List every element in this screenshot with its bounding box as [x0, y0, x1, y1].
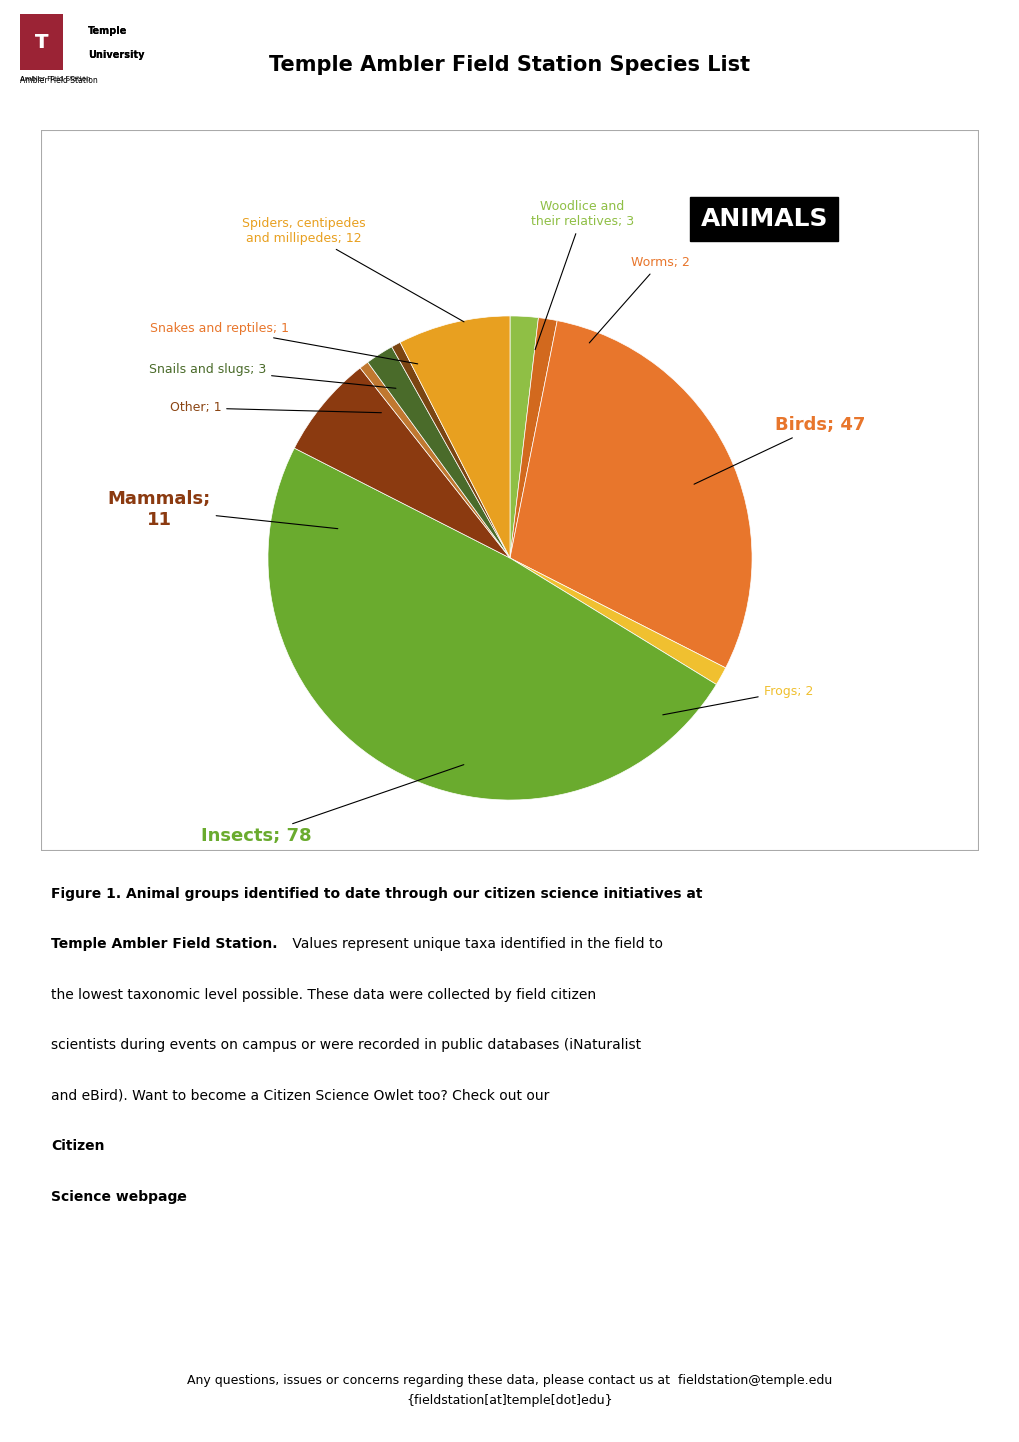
Text: Woodlice and
their relatives; 3: Woodlice and their relatives; 3 — [531, 200, 634, 349]
Text: T: T — [35, 33, 49, 52]
Text: Any questions, issues or concerns regarding these data, please contact us at  fi: Any questions, issues or concerns regard… — [187, 1374, 832, 1387]
Text: Spiders, centipedes
and millipedes; 12: Spiders, centipedes and millipedes; 12 — [243, 218, 464, 322]
Text: Other; 1: Other; 1 — [169, 401, 381, 414]
Wedge shape — [510, 317, 556, 558]
Text: Temple: Temple — [88, 26, 127, 36]
Wedge shape — [268, 448, 715, 800]
Text: T: T — [35, 33, 49, 52]
Wedge shape — [510, 316, 538, 558]
Wedge shape — [399, 316, 510, 558]
Text: Mammals;
11: Mammals; 11 — [107, 490, 337, 529]
FancyBboxPatch shape — [41, 130, 978, 851]
Text: Birds; 47: Birds; 47 — [693, 415, 864, 485]
Text: Citizen: Citizen — [51, 1139, 104, 1154]
Text: Frogs; 2: Frogs; 2 — [662, 685, 812, 715]
Text: Temple: Temple — [88, 26, 127, 36]
Wedge shape — [510, 320, 751, 668]
Text: Science webpage: Science webpage — [51, 1190, 186, 1204]
Text: scientists during events on campus or were recorded in public databases (iNatura: scientists during events on campus or we… — [51, 1038, 641, 1053]
Text: Insects; 78: Insects; 78 — [201, 764, 464, 845]
Wedge shape — [360, 362, 510, 558]
Text: University: University — [88, 50, 144, 61]
Text: Snails and slugs; 3: Snails and slugs; 3 — [149, 363, 395, 388]
Text: the lowest taxonomic level possible. These data were collected by field citizen: the lowest taxonomic level possible. The… — [51, 988, 595, 1002]
Text: Figure 1. Animal groups identified to date through our citizen science initiativ: Figure 1. Animal groups identified to da… — [51, 887, 702, 901]
Text: .: . — [175, 1190, 180, 1204]
Text: Ambler Field Station: Ambler Field Station — [20, 76, 91, 82]
Text: University: University — [88, 50, 144, 61]
Text: Temple Ambler Field Station Species List: Temple Ambler Field Station Species List — [269, 55, 750, 75]
Text: Snakes and reptiles; 1: Snakes and reptiles; 1 — [150, 322, 418, 363]
Text: Values represent unique taxa identified in the field to: Values represent unique taxa identified … — [287, 937, 662, 952]
Wedge shape — [368, 348, 510, 558]
Text: Ambler Field Station: Ambler Field Station — [20, 76, 98, 85]
Wedge shape — [391, 342, 510, 558]
Wedge shape — [294, 368, 510, 558]
Text: ANIMALS: ANIMALS — [700, 208, 827, 231]
FancyBboxPatch shape — [20, 14, 63, 69]
Text: Temple Ambler Field Station.: Temple Ambler Field Station. — [51, 937, 277, 952]
Text: Worms; 2: Worms; 2 — [589, 257, 689, 343]
Text: {fieldstation[at]temple[dot]edu}: {fieldstation[at]temple[dot]edu} — [407, 1394, 612, 1407]
Wedge shape — [510, 558, 725, 685]
Text: and eBird). Want to become a Citizen Science Owlet too? Check out our: and eBird). Want to become a Citizen Sci… — [51, 1089, 553, 1103]
